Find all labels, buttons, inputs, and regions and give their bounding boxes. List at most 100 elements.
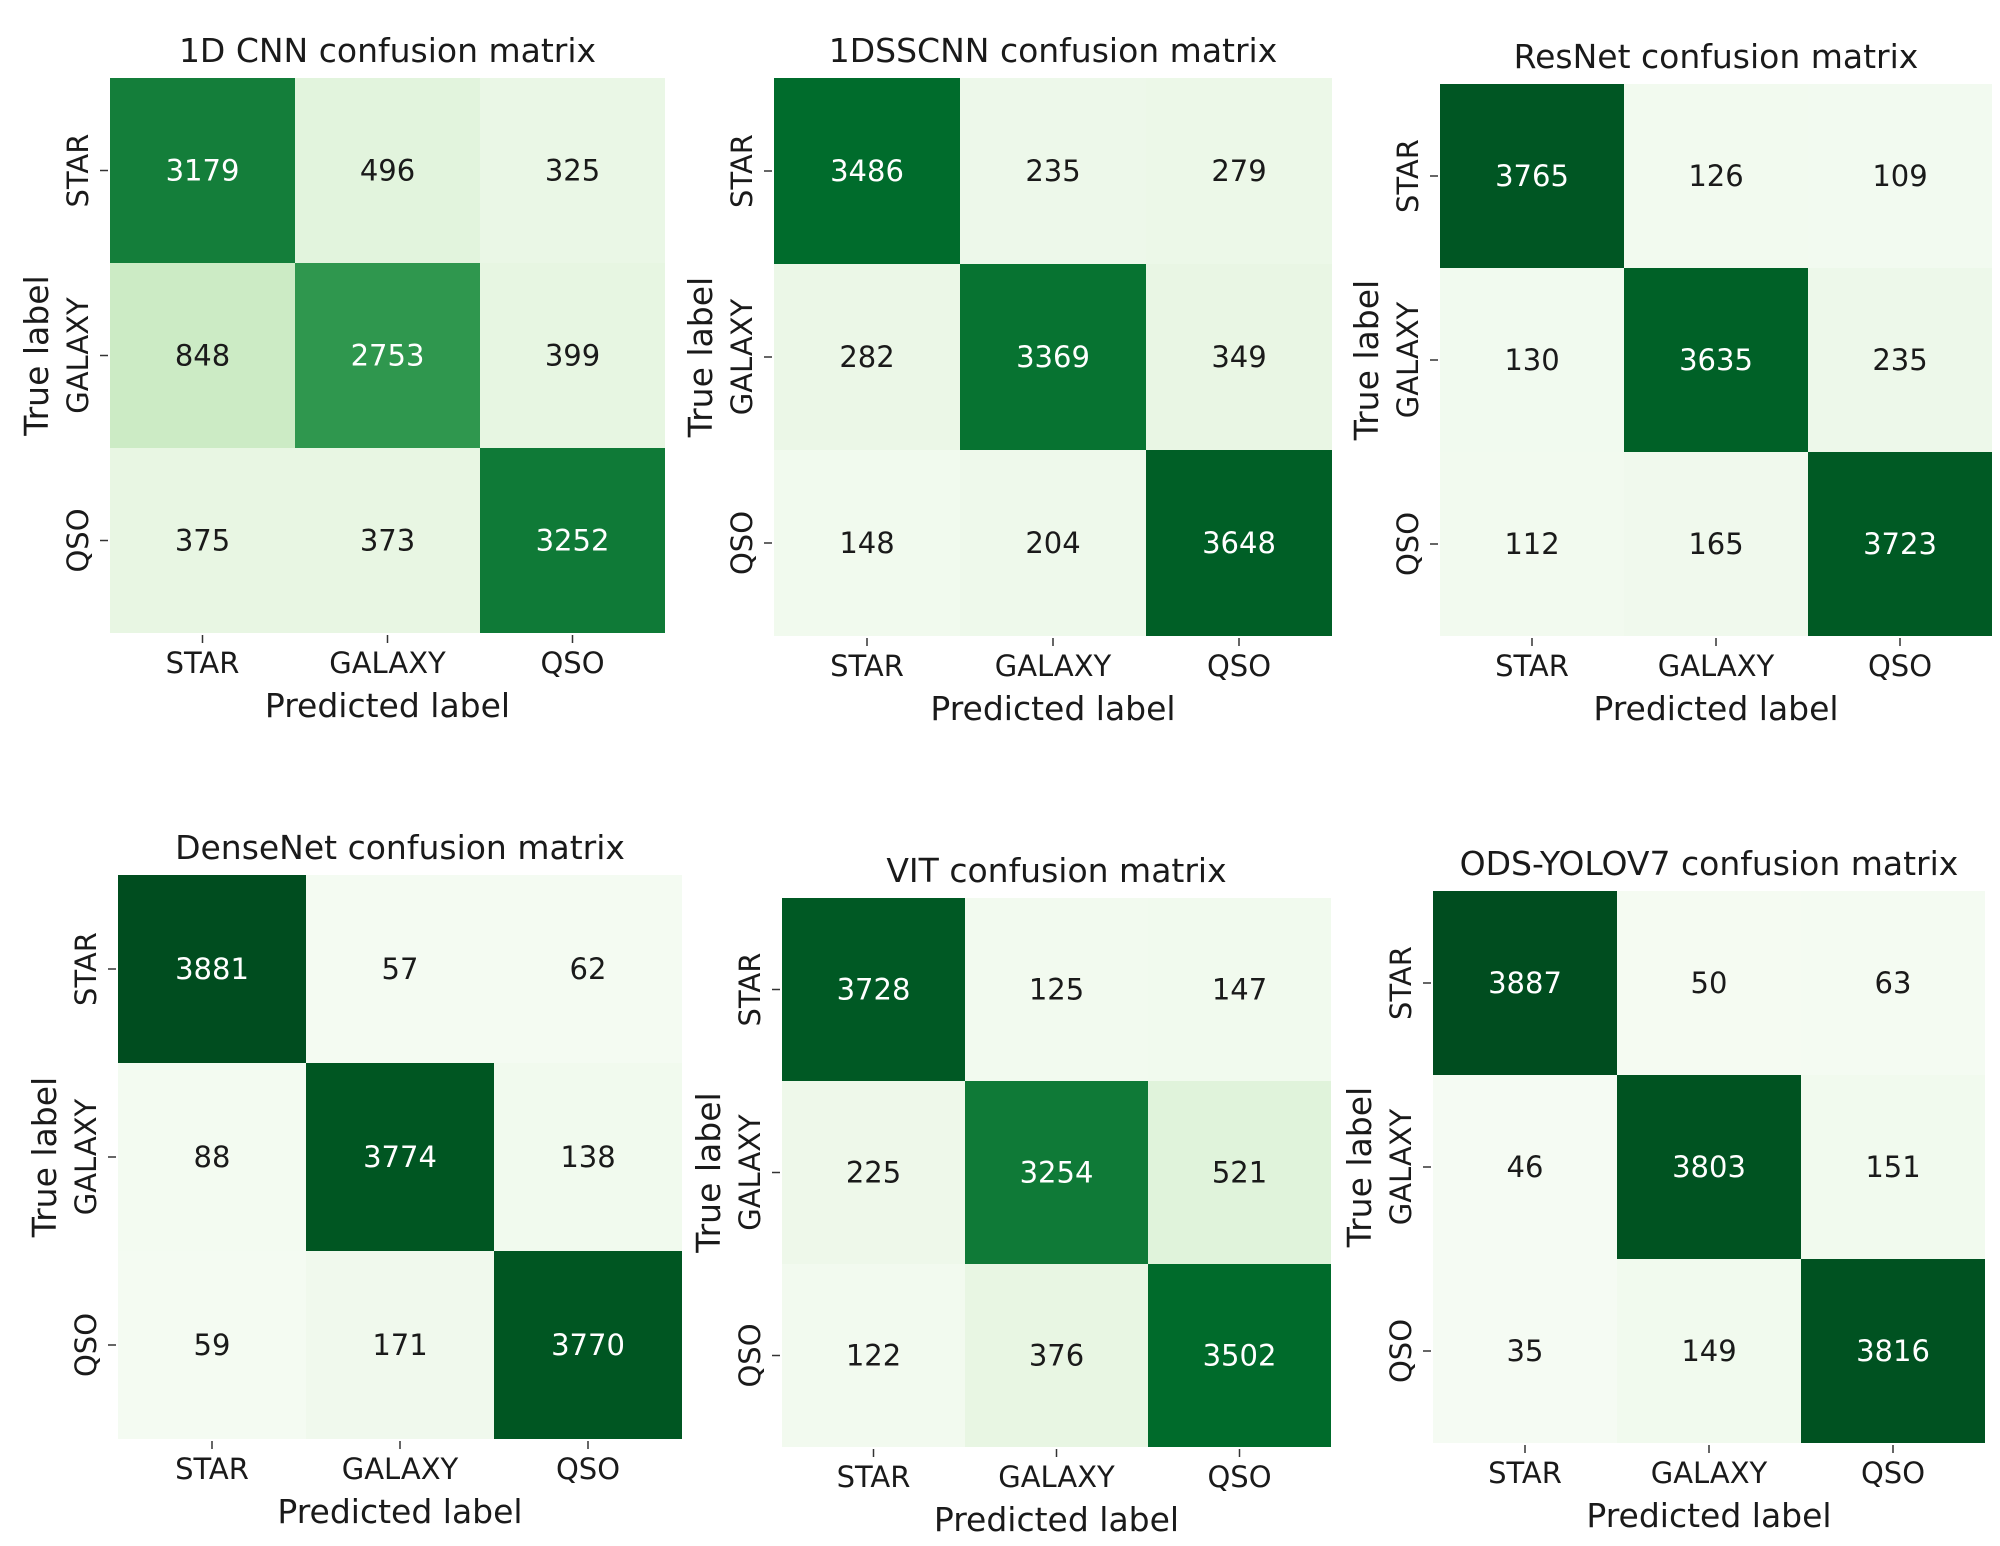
heatmap-cell-qso-star bbox=[782, 1264, 965, 1447]
heatmap-cell-star-qso bbox=[1801, 891, 1985, 1075]
x-axis-label: Predicted label bbox=[930, 689, 1175, 728]
cell-value-label: 50 bbox=[1691, 966, 1728, 1000]
x-tick-label-galaxy: GALAXY bbox=[329, 646, 446, 680]
cell-value-label: 848 bbox=[175, 339, 230, 373]
x-tick-label-galaxy: GALAXY bbox=[995, 649, 1112, 683]
heatmap-cell-galaxy-star bbox=[1433, 1075, 1617, 1259]
cell-value-label: 225 bbox=[846, 1156, 901, 1190]
heatmap-cell-qso-galaxy bbox=[306, 1251, 494, 1439]
chart-title: ResNet confusion matrix bbox=[1514, 37, 1919, 76]
chart-title: VIT confusion matrix bbox=[886, 851, 1226, 890]
heatmap-cell-galaxy-galaxy bbox=[1624, 268, 1808, 452]
cell-value-label: 3887 bbox=[1488, 966, 1562, 1000]
heatmap-cell-qso-galaxy bbox=[1617, 1259, 1801, 1443]
cell-value-label: 130 bbox=[1504, 343, 1559, 377]
y-tick-label-qso: QSO bbox=[733, 1323, 767, 1387]
y-tick-label-galaxy: GALAXY bbox=[1391, 301, 1425, 418]
cell-value-label: 165 bbox=[1688, 527, 1743, 561]
cell-value-label: 3770 bbox=[551, 1328, 625, 1362]
confusion-matrix-resnet-confusion-matrix: ResNet confusion matrix 3765 126 109 130 3635… bbox=[1347, 37, 1992, 728]
y-tick-label-galaxy: GALAXY bbox=[69, 1098, 103, 1215]
cell-value-label: 204 bbox=[1025, 526, 1080, 560]
confusion-matrix-vit-confusion-matrix: VIT confusion matrix 3728 125 147 225 3254 521… bbox=[689, 851, 1331, 1539]
confusion-matrix-densenet-confusion-matrix: DenseNet confusion matrix 3881 57 62 88 3774 1… bbox=[25, 828, 682, 1531]
chart-title: ODS-YOLOV7 confusion matrix bbox=[1460, 844, 1959, 883]
y-tick-label-galaxy: GALAXY bbox=[61, 297, 95, 414]
heatmap-cell-qso-qso bbox=[1801, 1259, 1985, 1443]
y-tick-label-galaxy: GALAXY bbox=[725, 298, 759, 415]
heatmap-cell-star-star bbox=[118, 875, 306, 1063]
heatmap-cell-star-qso bbox=[1146, 78, 1332, 264]
x-tick-label-galaxy: GALAXY bbox=[1658, 649, 1775, 683]
heatmap-cell-qso-star bbox=[110, 448, 295, 633]
heatmap-cell-galaxy-star bbox=[118, 1063, 306, 1251]
heatmap-cell-galaxy-qso bbox=[494, 1063, 682, 1251]
heatmap-cell-star-qso bbox=[1148, 898, 1331, 1081]
heatmap-cell-galaxy-galaxy bbox=[965, 1081, 1148, 1264]
cell-value-label: 149 bbox=[1681, 1334, 1736, 1368]
y-tick-label-star: STAR bbox=[1384, 946, 1418, 1020]
heatmap-cell-qso-star bbox=[774, 450, 960, 636]
x-tick-label-qso: QSO bbox=[1207, 649, 1271, 683]
confusion-matrix-ods-yolov7-confusion-matrix: ODS-YOLOV7 confusion matrix 3887 50 63 46 380… bbox=[1340, 844, 1985, 1535]
heatmap-cell-galaxy-star bbox=[782, 1081, 965, 1264]
cell-value-label: 3774 bbox=[363, 1140, 437, 1174]
x-tick-label-star: STAR bbox=[830, 649, 904, 683]
y-tick-label-qso: QSO bbox=[1391, 512, 1425, 576]
heatmap-cell-galaxy-star bbox=[1440, 268, 1624, 452]
x-tick-label-galaxy: GALAXY bbox=[342, 1452, 459, 1486]
cell-value-label: 373 bbox=[360, 524, 415, 558]
heatmap-cell-star-star bbox=[782, 898, 965, 1081]
x-tick-label-qso: QSO bbox=[1207, 1460, 1271, 1494]
heatmap-cell-galaxy-qso bbox=[1801, 1075, 1985, 1259]
cell-value-label: 59 bbox=[194, 1328, 231, 1362]
cell-value-label: 57 bbox=[382, 952, 419, 986]
confusion-matrix-1d-cnn-confusion-matrix: 1D CNN confusion matrix 3179 496 325 848 2753… bbox=[17, 31, 665, 725]
heatmap-cell-qso-qso bbox=[494, 1251, 682, 1439]
x-axis-label: Predicted label bbox=[277, 1492, 522, 1531]
heatmap-cell-galaxy-qso bbox=[1808, 268, 1992, 452]
cell-value-label: 151 bbox=[1865, 1150, 1920, 1184]
x-axis-label: Predicted label bbox=[265, 686, 510, 725]
heatmap-cell-galaxy-star bbox=[110, 263, 295, 448]
y-axis-label: True label bbox=[17, 275, 56, 436]
cell-value-label: 62 bbox=[570, 952, 607, 986]
cell-value-label: 3803 bbox=[1672, 1150, 1746, 1184]
heatmap-cell-star-star bbox=[1433, 891, 1617, 1075]
heatmap-cell-galaxy-star bbox=[774, 264, 960, 450]
cell-value-label: 3765 bbox=[1495, 159, 1569, 193]
heatmap-cell-star-qso bbox=[1808, 84, 1992, 268]
cell-value-label: 109 bbox=[1872, 159, 1927, 193]
x-tick-label-star: STAR bbox=[1495, 649, 1569, 683]
cell-value-label: 112 bbox=[1504, 527, 1559, 561]
x-tick-label-galaxy: GALAXY bbox=[1651, 1456, 1768, 1490]
cell-value-label: 148 bbox=[839, 526, 894, 560]
x-tick-label-qso: QSO bbox=[556, 1452, 620, 1486]
confusion-matrix-1dsscnn-confusion-matrix: 1DSSCNN confusion matrix 3486 235 279 282 336… bbox=[681, 31, 1332, 728]
heatmap-cell-qso-qso bbox=[1148, 1264, 1331, 1447]
cell-value-label: 147 bbox=[1212, 973, 1267, 1007]
cell-value-label: 88 bbox=[194, 1140, 231, 1174]
x-axis-label: Predicted label bbox=[1593, 689, 1838, 728]
y-tick-label-star: STAR bbox=[725, 134, 759, 208]
y-axis-label: True label bbox=[25, 1077, 64, 1238]
heatmap-cell-qso-galaxy bbox=[965, 1264, 1148, 1447]
cell-value-label: 521 bbox=[1212, 1156, 1267, 1190]
cell-value-label: 3252 bbox=[536, 524, 610, 558]
heatmap-cell-star-galaxy bbox=[295, 78, 480, 263]
y-tick-label-star: STAR bbox=[61, 134, 95, 208]
cell-value-label: 399 bbox=[545, 339, 600, 373]
heatmap-cell-star-star bbox=[1440, 84, 1624, 268]
cell-value-label: 3254 bbox=[1020, 1156, 1094, 1190]
cell-value-label: 282 bbox=[839, 340, 894, 374]
heatmap-cell-galaxy-galaxy bbox=[306, 1063, 494, 1251]
cell-value-label: 325 bbox=[545, 154, 600, 188]
x-tick-label-galaxy: GALAXY bbox=[998, 1460, 1115, 1494]
cell-value-label: 138 bbox=[560, 1140, 615, 1174]
y-tick-label-qso: QSO bbox=[1384, 1319, 1418, 1383]
cell-value-label: 171 bbox=[372, 1328, 427, 1362]
x-tick-label-qso: QSO bbox=[1861, 1456, 1925, 1490]
y-axis-label: True label bbox=[1340, 1087, 1379, 1248]
x-tick-label-star: STAR bbox=[837, 1460, 911, 1494]
heatmap-cell-star-qso bbox=[494, 875, 682, 1063]
